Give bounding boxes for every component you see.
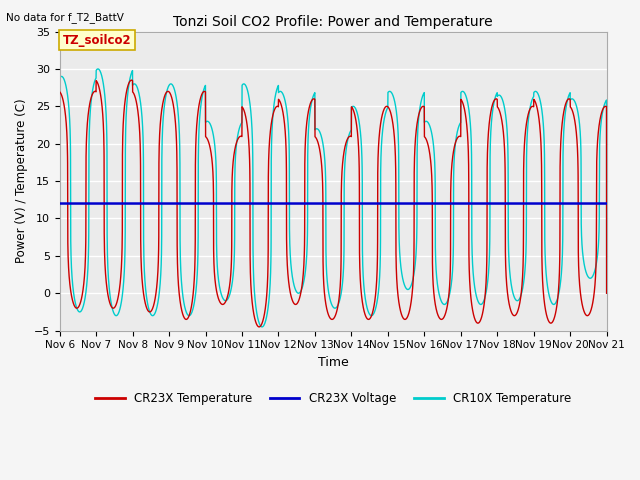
Text: TZ_soilco2: TZ_soilco2 xyxy=(62,34,131,47)
Text: No data for f_T2_BattV: No data for f_T2_BattV xyxy=(6,12,124,23)
Title: Tonzi Soil CO2 Profile: Power and Temperature: Tonzi Soil CO2 Profile: Power and Temper… xyxy=(173,15,493,29)
X-axis label: Time: Time xyxy=(318,356,349,369)
Y-axis label: Power (V) / Temperature (C): Power (V) / Temperature (C) xyxy=(15,99,28,264)
Legend: CR23X Temperature, CR23X Voltage, CR10X Temperature: CR23X Temperature, CR23X Voltage, CR10X … xyxy=(90,387,576,410)
